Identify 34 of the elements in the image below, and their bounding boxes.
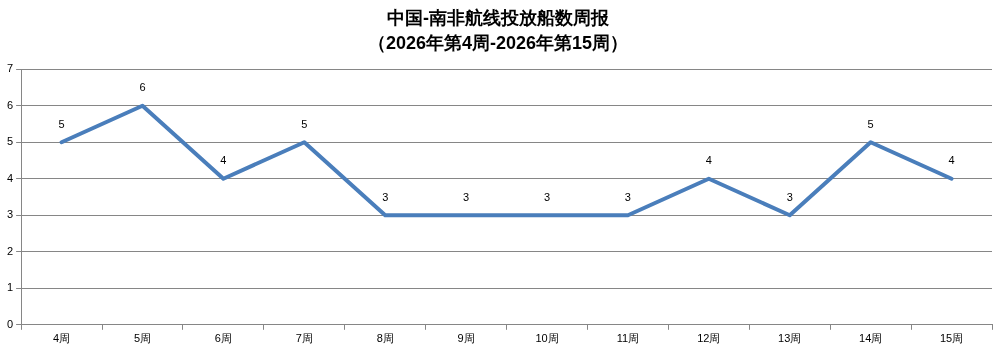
data-label: 4 (948, 154, 955, 167)
data-label: 4 (705, 154, 712, 167)
y-tick-label: 1 (6, 281, 14, 294)
chart-subtitle: （2026年第4周-2026年第15周） (367, 33, 629, 54)
y-tick-label: 0 (6, 317, 14, 330)
x-tick-label: 14周 (859, 332, 883, 345)
x-tick-label: 13周 (778, 332, 802, 345)
y-tick-label: 7 (6, 62, 14, 75)
data-label: 5 (867, 117, 874, 130)
x-tick-label: 5周 (133, 332, 152, 345)
data-label: 5 (58, 117, 65, 130)
data-label: 6 (139, 81, 146, 94)
y-tick-label: 2 (6, 244, 14, 257)
data-label: 3 (382, 190, 389, 203)
y-tick-label: 5 (6, 135, 14, 148)
y-tick-label: 6 (6, 98, 14, 111)
x-tick-label: 15周 (939, 332, 964, 345)
x-tick-label: 11周 (616, 332, 640, 345)
x-tick-label: 9周 (457, 332, 475, 345)
data-label: 3 (543, 190, 551, 203)
y-tick-label: 4 (6, 171, 14, 184)
chart-title: 中国-南非航线投放船数周报 (387, 7, 610, 28)
x-tick-label: 6周 (214, 332, 232, 345)
data-label: 5 (301, 117, 308, 130)
y-tick-label: 3 (6, 208, 14, 221)
x-tick-label: 4周 (53, 332, 71, 345)
x-tick-label: 7周 (295, 332, 313, 345)
x-tick-label: 8周 (376, 332, 394, 345)
x-tick-label: 10周 (535, 332, 559, 345)
data-label: 4 (220, 154, 227, 167)
data-label: 3 (624, 190, 631, 203)
x-tick-label: 12周 (697, 332, 721, 345)
data-label: 3 (463, 190, 470, 203)
data-label: 3 (786, 190, 793, 203)
